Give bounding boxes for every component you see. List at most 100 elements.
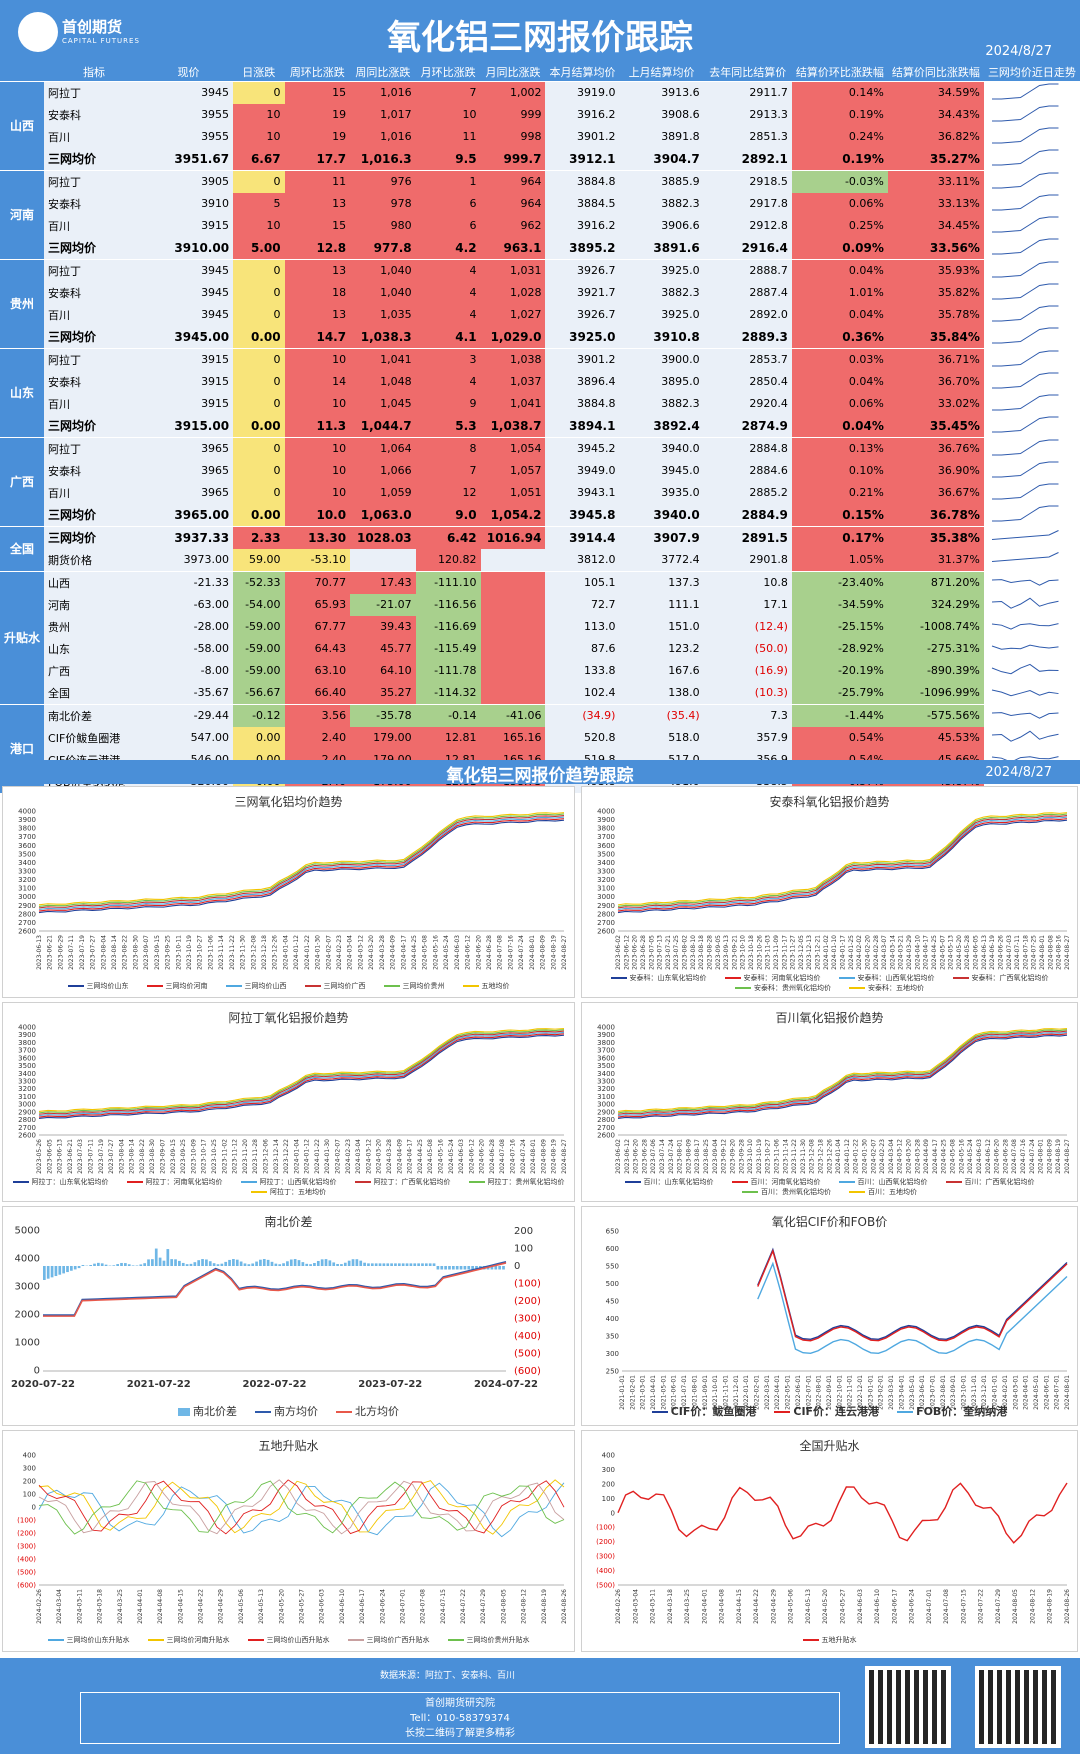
series-line: [38, 1480, 565, 1535]
x-tick-label: 2023-06-12: [623, 935, 630, 970]
table-cell: 0: [233, 281, 285, 304]
legend-swatch-icon: [255, 1411, 271, 1413]
sparkline-svg: [991, 755, 1059, 763]
table-cell: 31.37%: [887, 548, 984, 571]
y-tick-label: 100: [23, 1491, 36, 1499]
series-line: [617, 812, 1068, 906]
y-tick-label: 400: [23, 1452, 36, 1460]
table-cell: -111.78: [415, 659, 481, 682]
chart-svg: 4003002001000(100)(200)(300)(400)(500)20…: [596, 1452, 1071, 1624]
table-cell: 1,031: [480, 258, 546, 282]
x-tick-label: 2024-04-25: [941, 1139, 948, 1174]
quote-table: 指标 现价 日涨跌 周环比涨跌 周同比涨跌 月环比涨跌 月同比涨跌 本月结算均价 上月结算均价去…: [0, 64, 1080, 793]
x-tick-label: 2023-11-22: [229, 935, 236, 970]
qr-code-icon[interactable]: [865, 1666, 951, 1748]
x-tick-label: 2023-06-05: [46, 1139, 53, 1174]
table-cell: 3925.0: [545, 325, 620, 348]
spread-bar: [374, 1263, 378, 1266]
x-tick-label: 2024-03-20: [368, 935, 375, 970]
x-tick-label: 2021-03-01: [640, 1375, 647, 1410]
trend-sparkline: [983, 459, 1080, 482]
spread-bar: [73, 1266, 77, 1270]
table-cell: 3812.0: [545, 548, 620, 571]
table-cell: 0.00: [233, 325, 285, 348]
y-tick-label: 300: [602, 1466, 615, 1474]
x-tick-label: 2024-06-10: [339, 1589, 346, 1624]
sparkline-svg: [991, 105, 1059, 121]
y-tick-label: 3300: [18, 1078, 36, 1086]
spread-bar: [494, 1266, 498, 1270]
table-cell: 1,040: [350, 281, 416, 304]
x-tick-label: 2023-07-27: [108, 1139, 115, 1174]
series-line: [617, 1482, 1068, 1544]
row-label: CIF价鲅鱼圈港: [44, 726, 144, 749]
table-cell: 35.93%: [887, 258, 984, 282]
table-cell: 0: [233, 436, 285, 460]
table-cell: 6: [415, 214, 481, 237]
series-line: [617, 1034, 1068, 1119]
table-cell: 0.10%: [791, 459, 888, 482]
sparkline-line: [991, 689, 1059, 696]
trend-sparkline: [983, 548, 1080, 571]
spread-bar: [120, 1262, 123, 1266]
legend-item: 安泰科：贵州氧化铝均价: [735, 983, 831, 993]
y-tick-label: 3600: [597, 842, 615, 850]
table-cell: 123.2: [619, 637, 704, 660]
table-cell: (12.4): [703, 615, 792, 638]
y-tick-label: 350: [606, 1333, 619, 1341]
table-cell: 2884.6: [703, 459, 792, 482]
legend-item: 阿拉丁：五地均价: [251, 1187, 326, 1197]
x-tick-label: 2024-08-12: [521, 1589, 528, 1624]
legend-label: 百川：河南氧化铝均价: [750, 1178, 821, 1186]
x-tick-label: 2024-06-28: [489, 1139, 496, 1174]
legend-swatch-icon: [624, 1181, 641, 1183]
x-tick-label: 2023-08-04: [118, 1139, 125, 1174]
x-tick-label: 2024-05-24: [967, 1139, 974, 1174]
x-tick-label: 2024-01-04: [835, 1139, 842, 1174]
series-line: [38, 1482, 565, 1538]
spread-bar: [247, 1264, 251, 1266]
table-cell: 998: [480, 125, 546, 148]
table-cell: 3914.4: [545, 525, 620, 549]
qr-code-icon[interactable]: [975, 1666, 1061, 1748]
chart-title: 三网氧化铝均价趋势: [234, 795, 343, 809]
x-tick-label: 2024-05-08: [950, 1139, 957, 1174]
chart-panel: 400 300 200 100 0 (100) (200) (300) (400) (500) (6…: [2, 1430, 575, 1652]
spread-bar: [297, 1260, 301, 1266]
spread-bar: [185, 1264, 189, 1266]
table-cell: -34.59%: [791, 593, 888, 616]
x-tick-label: 2024-08-01: [1038, 1139, 1045, 1174]
x-tick-label: 2023-06-29: [57, 935, 64, 970]
spread-bar: [340, 1264, 343, 1266]
table-cell: 1: [415, 169, 481, 193]
x-tick-label: 2023-12-22: [283, 1139, 290, 1174]
x-tick-label: 2023-09-13: [723, 935, 730, 970]
y-tick-label: 3000: [15, 1282, 40, 1293]
legend-swatch-icon: [47, 1639, 64, 1641]
x-tick-label: 2024-04-08: [719, 1589, 726, 1624]
x-tick-label: 2023-06-13: [57, 1139, 64, 1174]
table-row: CIF价鲅鱼圈港 547.00 0.00 2.40 179.00 12.81 165.16 5…: [0, 726, 1080, 749]
table-cell: 2911.7: [703, 80, 792, 104]
x-tick-label: 2024-02-23: [345, 1139, 352, 1174]
column-header: 本月结算均价: [545, 64, 620, 81]
spread-bar: [251, 1263, 255, 1266]
row-label: 百川: [44, 125, 144, 148]
table-cell: 3945: [143, 281, 234, 304]
sparkline-line: [991, 350, 1059, 366]
spread-bar: [363, 1262, 366, 1266]
y-tick-label: 550: [606, 1263, 619, 1271]
table-cell: 10: [233, 103, 285, 126]
series-line: [617, 1031, 1068, 1117]
table-cell: -21.33: [143, 570, 234, 594]
y-tick-label: 3200: [597, 876, 615, 884]
spread-bar: [324, 1259, 328, 1266]
org-name: 首创期货研究院: [425, 1698, 495, 1709]
chart-legend: 南北价差 南方均价 北方均价: [3, 1403, 574, 1419]
table-row: 港口 南北价差 -29.44 -0.12 3.56 -35.78 -0.14 -41.06 (3…: [0, 703, 1080, 793]
x-tick-label: 2024-08-27: [561, 1139, 568, 1174]
y-tick-label: 3500: [18, 1062, 36, 1070]
table-cell: -8.00: [143, 659, 234, 682]
spread-bar: [116, 1264, 120, 1266]
table-cell: 0.21%: [791, 481, 888, 504]
